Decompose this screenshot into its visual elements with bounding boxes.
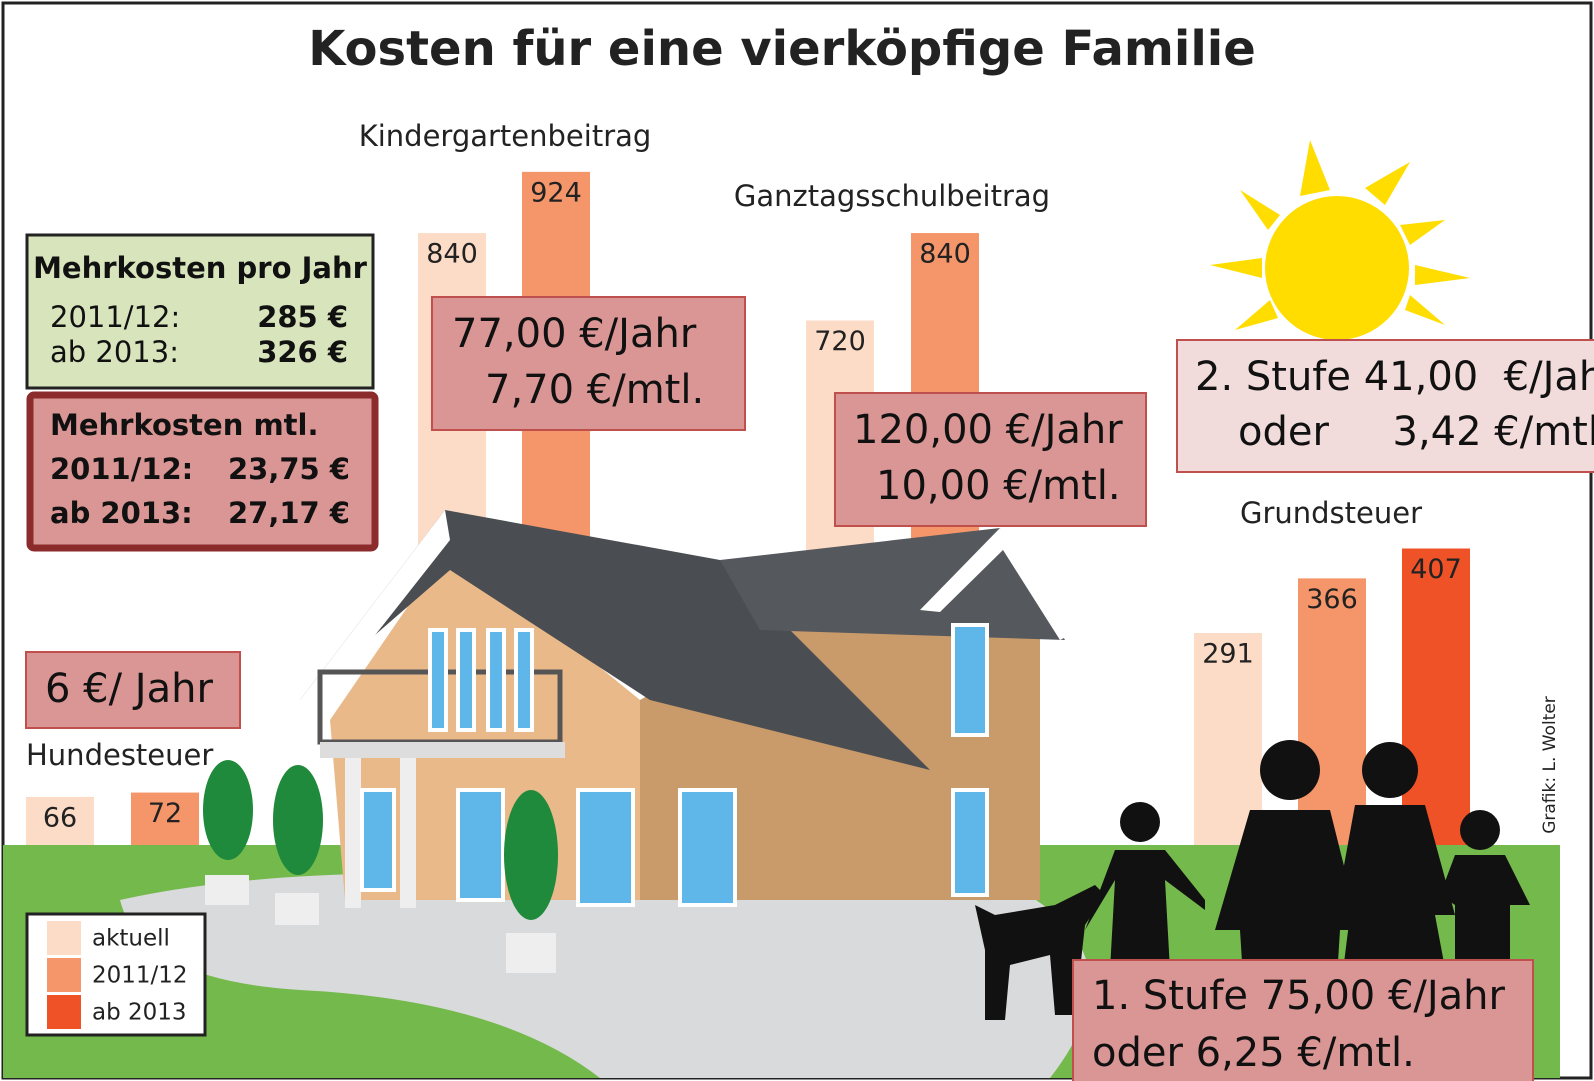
annotation-box: 6 €/ Jahr <box>26 652 240 728</box>
annotation-box: 77,00 €/Jahr 7,70 €/mtl. <box>432 297 745 430</box>
infographic: Kosten für eine vierköpfige Familie 840 9… <box>0 0 1594 1081</box>
house <box>300 510 1070 908</box>
summary-label: 2011/12: <box>50 452 193 486</box>
summary-value: 27,17 € <box>228 496 350 530</box>
annotation-text: 120,00 €/Jahr <box>853 407 1123 453</box>
annotation-box: 120,00 €/Jahr 10,00 €/mtl. <box>835 393 1146 526</box>
summary-month: Mehrkosten mtl. 2011/12: 23,75 € ab 2013… <box>30 395 375 548</box>
credit: Grafik: L. Wolter <box>1540 696 1560 834</box>
value-label: 366 <box>1306 584 1358 615</box>
annotation-box: 2. Stufe 41,00 €/Jahr oder 3,42 €/mtl. <box>1177 340 1594 472</box>
legend-items: aktuell 2011/12 ab 2013 <box>47 921 188 1029</box>
value-label: 291 <box>1202 639 1254 670</box>
value-label: 840 <box>919 239 971 270</box>
category-label: Ganztagsschulbeitrag <box>734 179 1050 213</box>
value-label: 72 <box>148 798 182 829</box>
value-label: 720 <box>814 326 866 357</box>
annotation-text: oder 3,42 €/mtl. <box>1238 409 1594 455</box>
legend-label: 2011/12 <box>92 963 188 989</box>
value-label: 66 <box>43 802 77 833</box>
annotation-text: oder 6,25 €/mtl. <box>1092 1030 1415 1076</box>
summary-value: 285 € <box>257 300 348 334</box>
annotation-text: 7,70 €/mtl. <box>485 367 704 413</box>
annotation-text: 2. Stufe 41,00 €/Jahr <box>1195 354 1594 400</box>
bar <box>1402 549 1470 845</box>
summary-year: Mehrkosten pro Jahr 2011/12: 285 € ab 20… <box>27 235 373 388</box>
value-label: 407 <box>1410 554 1462 585</box>
category-label: Kindergartenbeitrag <box>359 119 652 153</box>
legend-label: aktuell <box>92 926 170 952</box>
category-label: Hundesteuer <box>26 738 213 772</box>
legend-swatch <box>47 995 81 1029</box>
summary-label: ab 2013: <box>50 335 179 369</box>
summary-title: Mehrkosten pro Jahr <box>33 251 368 285</box>
legend-swatch <box>47 921 81 955</box>
summary-title: Mehrkosten mtl. <box>50 408 318 442</box>
summary-value: 326 € <box>257 335 348 369</box>
value-label: 840 <box>426 239 478 270</box>
annotation-text: 6 €/ Jahr <box>45 666 213 712</box>
annotation-text: 77,00 €/Jahr <box>452 311 697 357</box>
annotation-box: 1. Stufe 75,00 €/Jahr oder 6,25 €/mtl. <box>1073 960 1533 1081</box>
annotation-text: 10,00 €/mtl. <box>876 463 1121 509</box>
summary-label: 2011/12: <box>50 300 180 334</box>
category-label: Grundsteuer <box>1240 496 1422 530</box>
value-label: 924 <box>530 177 582 208</box>
summary-label: ab 2013: <box>50 496 193 530</box>
summary-value: 23,75 € <box>228 452 350 486</box>
legend-swatch <box>47 958 81 992</box>
chart-title: Kosten für eine vierköpfige Familie <box>308 21 1256 77</box>
legend-label: ab 2013 <box>92 1000 187 1026</box>
annotation-text: 1. Stufe 75,00 €/Jahr <box>1092 973 1506 1019</box>
